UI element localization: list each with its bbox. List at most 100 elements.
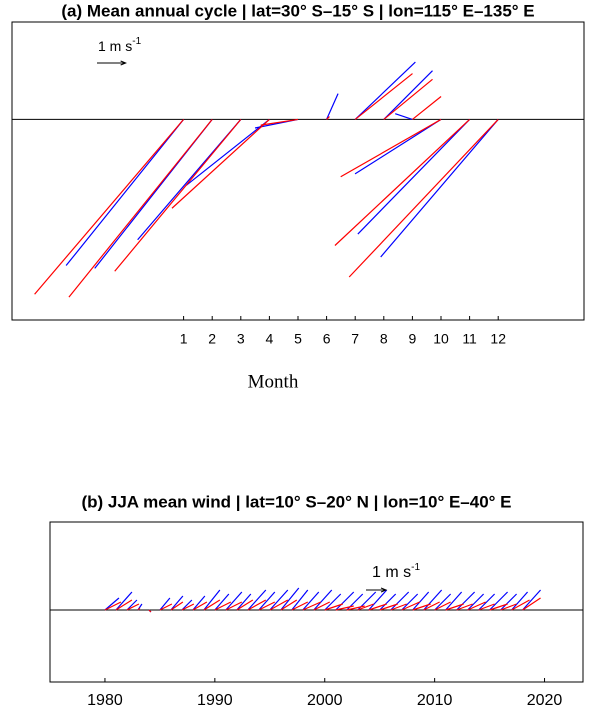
scale-label-text: 1 m s	[372, 564, 411, 581]
scale-label: 1 m s-1	[372, 562, 420, 582]
wind-stick	[340, 118, 442, 178]
scale-label: 1 m s-1	[98, 36, 142, 54]
wind-stick	[65, 119, 185, 266]
wind-stick	[354, 118, 442, 175]
wind-stick	[511, 591, 529, 611]
x-tick-label: 4	[266, 331, 274, 347]
wind-stick	[159, 603, 173, 611]
wind-stick	[412, 96, 442, 120]
x-tick-label: 1990	[197, 692, 233, 709]
wind-stick	[390, 591, 410, 611]
wind-stick	[348, 119, 499, 278]
scale-arrow-head	[380, 587, 388, 593]
wind-stick	[115, 599, 133, 611]
wind-stick	[104, 597, 120, 611]
wind-stick	[395, 113, 413, 120]
wind-stick	[192, 595, 206, 611]
wind-stick	[467, 601, 486, 611]
wind-stick	[181, 599, 193, 611]
wind-stick	[412, 603, 431, 611]
wind-stick	[258, 601, 276, 611]
wind-stick	[104, 601, 122, 611]
wind-stick	[258, 591, 276, 611]
wind-stick	[434, 593, 452, 611]
wind-stick	[280, 587, 300, 611]
wind-stick	[354, 61, 416, 120]
wind-stick	[115, 591, 133, 611]
wind-stick	[236, 599, 254, 611]
scale-label-text: 1 m s	[98, 38, 132, 54]
wind-stick	[68, 119, 213, 298]
wind-stick	[171, 118, 270, 209]
x-tick-label: 2020	[527, 692, 563, 709]
x-tick-label: 1980	[87, 692, 123, 709]
wind-stick	[500, 603, 517, 611]
wind-stick	[302, 601, 322, 611]
wind-stick	[445, 603, 464, 611]
wind-stick	[379, 603, 398, 611]
chart-title: (a) Mean annual cycle | lat=30° S–15° S …	[61, 1, 534, 20]
wind-stick	[260, 118, 299, 126]
plot-frame	[49, 521, 584, 683]
wind-stick	[126, 599, 138, 611]
wind-stick	[114, 119, 242, 272]
wind-stick	[383, 70, 433, 120]
wind-stick	[489, 603, 508, 611]
wind-stick	[214, 593, 230, 611]
wind-stick	[357, 603, 374, 611]
wind-stick	[390, 603, 407, 611]
wind-stick	[346, 605, 365, 611]
x-tick-label: 2010	[417, 692, 453, 709]
wind-stick	[236, 593, 252, 611]
scale-label-sup: -1	[132, 36, 141, 47]
x-tick-label: 2	[208, 331, 216, 347]
wind-stick	[335, 605, 354, 611]
wind-stick	[185, 118, 270, 186]
x-tick-label: 11	[462, 331, 477, 347]
wind-stick	[313, 601, 331, 611]
wind-stick	[522, 589, 542, 611]
wind-stick	[354, 73, 413, 120]
wind-stick	[159, 597, 171, 611]
x-tick-label: 8	[380, 331, 388, 347]
wind-stick	[126, 603, 140, 611]
wind-stick	[412, 591, 430, 611]
x-tick-label: 5	[294, 331, 302, 347]
wind-stick	[324, 593, 342, 611]
x-tick-label: 2000	[307, 692, 343, 709]
wind-stick	[467, 593, 485, 611]
wind-stick	[302, 591, 320, 611]
x-tick-label: 10	[433, 331, 449, 347]
wind-stick	[500, 593, 518, 611]
wind-stick	[247, 589, 267, 611]
x-tick-label: 1	[180, 331, 188, 347]
wind-stick	[423, 601, 440, 611]
wind-stick	[269, 599, 289, 611]
wind-stick	[401, 601, 420, 611]
plot-frame	[11, 21, 585, 321]
wind-stick	[203, 599, 221, 611]
x-tick-label: 6	[323, 331, 331, 347]
scale-label-sup: -1	[411, 562, 420, 573]
wind-stick	[335, 591, 355, 611]
wind-stick	[478, 603, 495, 611]
wind-stick	[324, 603, 343, 611]
wind-stick	[280, 599, 298, 611]
wind-stick	[522, 597, 541, 611]
wind-stick	[34, 119, 185, 295]
wind-stick	[148, 609, 152, 613]
wind-stick	[203, 589, 221, 611]
wind-stick	[269, 589, 289, 611]
wind-stick	[478, 593, 496, 611]
x-tick-label: 7	[351, 331, 359, 347]
wind-stick	[456, 591, 476, 611]
x-tick-label: 3	[237, 331, 245, 347]
wind-stick	[511, 599, 530, 611]
wind-stick	[334, 118, 471, 246]
wind-stick	[137, 607, 141, 611]
wind-stick	[401, 593, 419, 611]
wind-stick	[291, 601, 309, 611]
wind-stick	[291, 589, 309, 611]
wind-stick	[456, 603, 473, 611]
